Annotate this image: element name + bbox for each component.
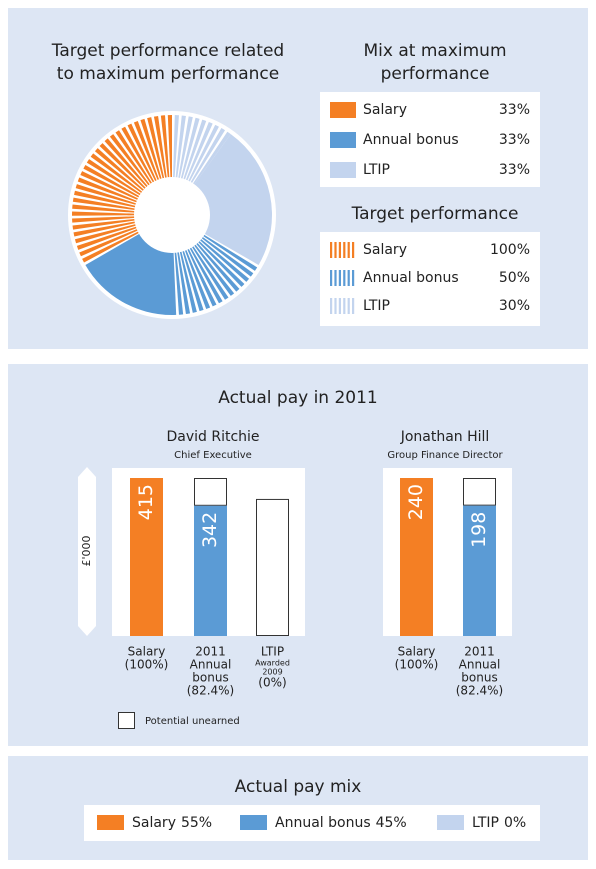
group-name: Jonathan Hill	[400, 429, 490, 445]
legend-swatch-stripe	[343, 270, 346, 286]
unearned-box	[463, 478, 496, 506]
group-role: Group Finance Director	[387, 450, 503, 461]
x-tick-label: (100%)	[395, 658, 439, 672]
legend-swatch-stripe	[347, 298, 350, 314]
legend-value: 55%	[181, 815, 212, 831]
legend-label: LTIP	[363, 298, 390, 314]
legend-label: Salary	[132, 815, 176, 831]
bar-value-label: 198	[468, 512, 490, 548]
unearned-box	[256, 498, 289, 636]
x-tick-label: (100%)	[125, 658, 169, 672]
x-tick-label: (0%)	[258, 676, 286, 690]
x-tick-label: LTIP	[261, 645, 284, 659]
chart-title: Actual pay mix	[235, 777, 362, 797]
legend-swatch	[97, 815, 124, 830]
legend-swatch-stripe	[334, 298, 337, 314]
legend-item: Annual bonus 45%	[275, 815, 407, 831]
legend-swatch	[330, 102, 356, 118]
legend-swatch	[240, 815, 267, 830]
bar-value-label: 240	[405, 484, 427, 520]
legend-label: Annual bonus	[363, 270, 459, 286]
legend-value: 50%	[499, 270, 530, 286]
legend-label: Salary	[363, 102, 407, 118]
legend-value: 33%	[499, 162, 530, 178]
legend-swatch	[118, 712, 135, 729]
legend-box	[320, 92, 540, 187]
legend-swatch-stripe	[347, 242, 350, 258]
bar	[463, 505, 496, 636]
legend-value: 45%	[376, 815, 407, 831]
chart-title: Actual pay in 2011	[218, 388, 378, 408]
x-tick-label: bonus	[192, 671, 228, 685]
legend-label: LTIP	[472, 815, 499, 831]
legend-title: Target performance	[351, 204, 519, 224]
legend-swatch	[437, 815, 464, 830]
legend-value: 30%	[499, 298, 530, 314]
bar	[130, 478, 163, 636]
x-tick-label: Salary	[398, 645, 436, 659]
pie-slice-part	[172, 134, 272, 265]
x-tick-label: 2009	[262, 668, 282, 677]
legend-swatch-stripe	[352, 270, 355, 286]
legend-label: Potential unearned	[145, 716, 240, 727]
legend-swatch-stripe	[338, 270, 341, 286]
legend-swatch-stripe	[338, 298, 341, 314]
legend-swatch-stripe	[343, 298, 346, 314]
legend-swatch-stripe	[343, 242, 346, 258]
legend-value: 33%	[499, 132, 530, 148]
legend-item: LTIP 0%	[472, 815, 526, 831]
x-tick-label: Salary	[128, 645, 166, 659]
legend-swatch-stripe	[330, 298, 333, 314]
bar-value-label: 342	[199, 512, 221, 548]
legend-swatch	[330, 162, 356, 178]
legend-swatch-stripe	[334, 270, 337, 286]
x-tick-label: (82.4%)	[456, 684, 503, 698]
bar	[194, 505, 227, 636]
legend-swatch-stripe	[330, 270, 333, 286]
legend-label: Annual bonus	[363, 132, 459, 148]
x-tick-label: bonus	[461, 671, 497, 685]
legend-box	[320, 232, 540, 326]
legend-title: Mix at maximum performance	[363, 41, 507, 84]
x-tick-label: 2011	[464, 645, 495, 659]
legend-value: 0%	[504, 815, 526, 831]
y-axis-label: £'000	[80, 535, 93, 566]
y-axis-arrow	[78, 467, 96, 636]
legend-label: LTIP	[363, 162, 390, 178]
x-tick-label: 2011	[195, 645, 226, 659]
legend-swatch-stripe	[334, 242, 337, 258]
legend-value: 33%	[499, 102, 530, 118]
x-tick-label: Awarded	[255, 659, 290, 668]
legend-swatch-stripe	[352, 242, 355, 258]
pie-hole	[134, 177, 210, 253]
legend-item: Salary 55%	[132, 815, 212, 831]
bar-value-label: 415	[135, 484, 157, 520]
legend-swatch-stripe	[330, 242, 333, 258]
pie-title: Target performance related to maximum pe…	[51, 41, 285, 84]
bar	[400, 478, 433, 636]
group-role: Chief Executive	[174, 450, 252, 461]
legend-swatch-stripe	[347, 270, 350, 286]
legend-value: 100%	[490, 242, 530, 258]
x-tick-label: Annual	[459, 658, 501, 672]
legend-swatch-stripe	[338, 242, 341, 258]
legend-label: Salary	[363, 242, 407, 258]
group-name: David Ritchie	[166, 429, 259, 445]
unearned-box	[194, 478, 227, 506]
legend-label: Annual bonus	[275, 815, 371, 831]
legend-swatch	[330, 132, 356, 148]
legend-swatch-stripe	[352, 298, 355, 314]
x-tick-label: Annual	[190, 658, 232, 672]
x-tick-label: (82.4%)	[187, 684, 234, 698]
